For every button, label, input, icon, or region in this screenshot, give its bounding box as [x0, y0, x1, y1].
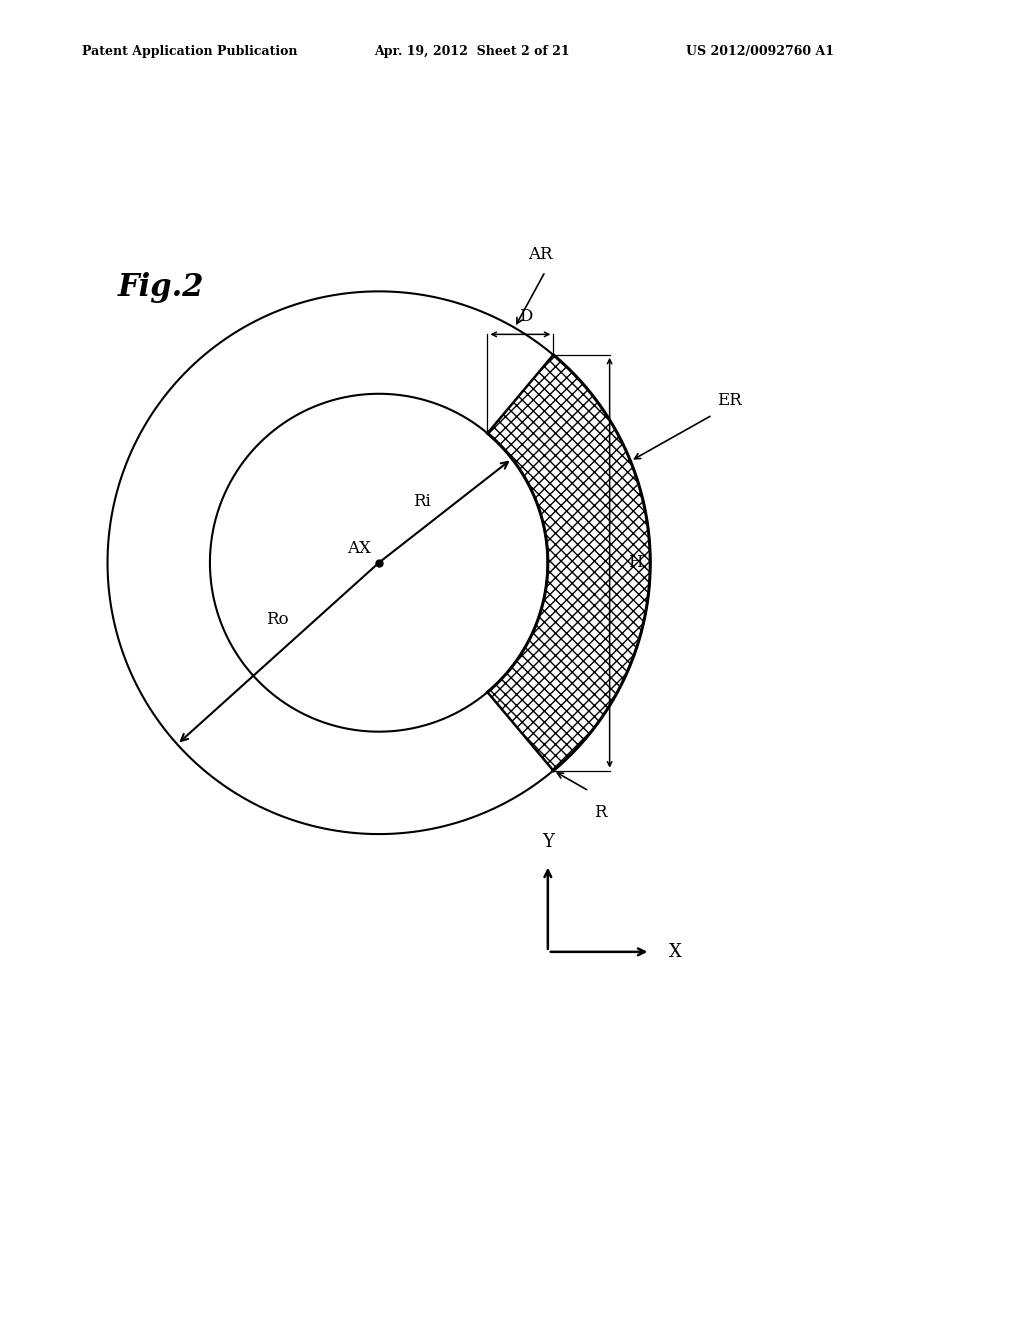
Text: US 2012/0092760 A1: US 2012/0092760 A1: [686, 45, 835, 58]
Text: X: X: [669, 942, 682, 961]
Text: H: H: [628, 554, 643, 572]
Text: Ri: Ri: [414, 492, 431, 510]
Text: AR: AR: [528, 246, 552, 263]
Text: Ro: Ro: [266, 611, 289, 627]
Text: Fig.2: Fig.2: [118, 272, 204, 304]
Polygon shape: [487, 355, 650, 771]
Text: Y: Y: [542, 833, 554, 851]
Text: AX: AX: [347, 540, 371, 557]
Text: Apr. 19, 2012  Sheet 2 of 21: Apr. 19, 2012 Sheet 2 of 21: [374, 45, 569, 58]
Text: D: D: [519, 308, 532, 325]
Text: R: R: [594, 804, 607, 821]
Text: ER: ER: [718, 392, 742, 409]
Text: Patent Application Publication: Patent Application Publication: [82, 45, 297, 58]
